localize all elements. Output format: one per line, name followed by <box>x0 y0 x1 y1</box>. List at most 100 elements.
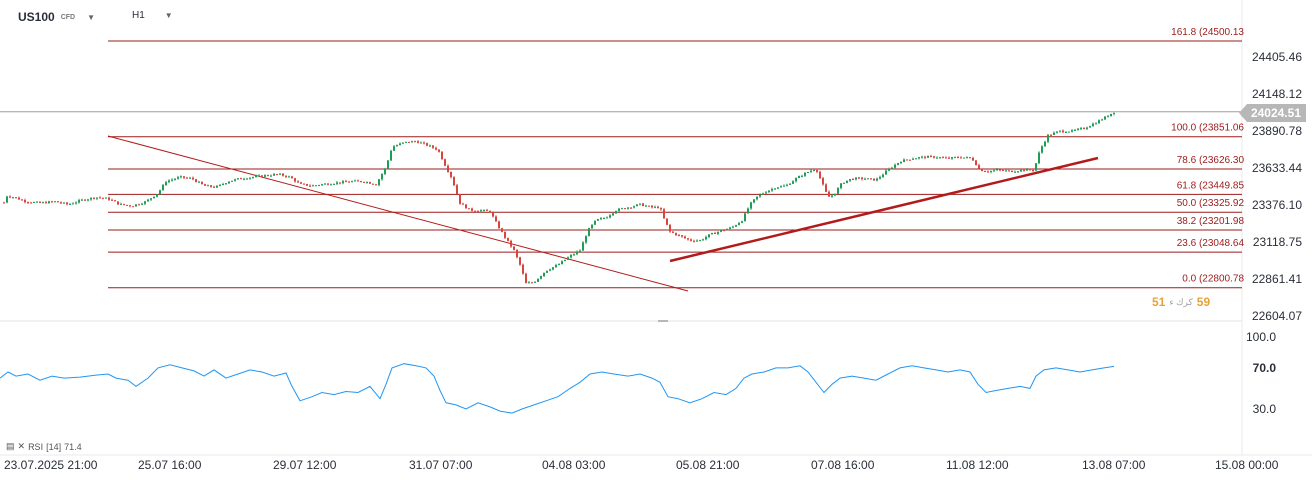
candle-body <box>546 270 548 273</box>
candle-body <box>306 184 308 186</box>
candle-body <box>444 159 446 166</box>
candle-body <box>1005 170 1007 172</box>
settings-icon[interactable]: ▤ <box>6 441 15 451</box>
candle-body <box>426 143 428 146</box>
candle-body <box>273 174 275 176</box>
candle-body <box>1029 169 1031 171</box>
candle-body <box>837 188 839 194</box>
x-axis-tick-label: 04.08 03:00 <box>542 458 606 472</box>
rsi-period: [14] <box>46 441 62 452</box>
instrument-type-label: CFD <box>60 13 76 21</box>
candle-body <box>651 205 653 208</box>
candle-body <box>33 202 35 204</box>
candle-body <box>162 184 164 191</box>
candle-body <box>168 180 170 183</box>
candle-body <box>930 156 932 158</box>
candle-body <box>636 204 638 207</box>
candle-body <box>387 160 389 169</box>
candle-body <box>711 232 713 235</box>
candle-body <box>114 200 116 202</box>
y-axis-tick-label: 22861.41 <box>1252 272 1302 286</box>
candle-body <box>807 172 809 174</box>
candle-body <box>483 209 485 211</box>
candle-body <box>870 178 872 180</box>
candle-body <box>951 157 953 159</box>
candle-body <box>417 141 419 143</box>
candle-body <box>366 182 368 184</box>
candle-body <box>420 142 422 144</box>
close-icon[interactable]: ✕ <box>17 441 26 451</box>
candle-body <box>756 196 758 200</box>
candle-body <box>654 206 656 208</box>
candle-body <box>522 264 524 274</box>
candle-body <box>678 235 680 237</box>
candle-body <box>879 176 881 179</box>
candle-body <box>99 197 101 199</box>
rsi-name: RSI <box>28 441 44 452</box>
candle-body <box>231 180 233 182</box>
candle-body <box>69 203 71 205</box>
y-axis-tick-label: 24405.46 <box>1252 50 1302 64</box>
fib-level-label: 61.8 (23449.85 <box>1177 180 1245 191</box>
candle-body <box>792 181 794 184</box>
candle-body <box>117 201 119 205</box>
y-axis-tick-label: 23890.78 <box>1252 124 1302 138</box>
candle-body <box>87 199 89 201</box>
candle-body <box>819 171 821 179</box>
x-axis-tick-label: 23.07.2025 21:00 <box>4 458 98 472</box>
candle-body <box>1041 146 1043 153</box>
candle-body <box>1113 112 1115 114</box>
candle-body <box>957 157 959 159</box>
candle-body <box>1038 152 1040 164</box>
candle-body <box>345 181 347 183</box>
candle-body <box>495 216 497 222</box>
candle-body <box>138 204 140 206</box>
candle-body <box>753 199 755 203</box>
candle-body <box>876 178 878 181</box>
candle-body <box>126 204 128 206</box>
timeframe-selector[interactable]: H1 ▼ <box>132 10 173 21</box>
candle-body <box>882 174 884 177</box>
candle-body <box>30 202 32 204</box>
candle-body <box>549 269 551 271</box>
candle-body <box>777 187 779 189</box>
candle-body <box>375 184 377 186</box>
candle-body <box>6 196 8 203</box>
candle-body <box>1065 132 1067 134</box>
candle-body <box>669 224 671 232</box>
candle-body <box>891 167 893 169</box>
candle-body <box>135 204 137 207</box>
fib-level-label: 78.6 (23626.30 <box>1177 155 1245 166</box>
candle-body <box>267 175 269 177</box>
candle-body <box>165 182 167 185</box>
candle-body <box>1044 141 1046 147</box>
candle-body <box>861 177 863 180</box>
candle-body <box>900 162 902 164</box>
candle-body <box>885 170 887 175</box>
candle-body <box>450 171 452 178</box>
candle-body <box>1032 169 1034 171</box>
candle-body <box>15 197 17 199</box>
candle-body <box>486 209 488 211</box>
candle-body <box>840 183 842 189</box>
candle-body <box>786 184 788 186</box>
symbol-selector[interactable]: US100 CFD ▼ <box>18 10 95 24</box>
candle-body <box>288 176 290 178</box>
candle-body <box>1104 116 1106 120</box>
chevron-down-icon: ▼ <box>87 12 96 22</box>
candle-body <box>396 145 398 147</box>
candle-body <box>384 168 386 175</box>
candle-body <box>852 179 854 181</box>
candle-body <box>333 183 335 185</box>
candle-body <box>474 210 476 212</box>
candle-body <box>393 146 395 151</box>
candle-body <box>648 205 650 207</box>
candle-body <box>528 282 530 284</box>
x-axis-tick-label: 13.08 07:00 <box>1082 458 1146 472</box>
candle-body <box>471 208 473 211</box>
candle-body <box>24 200 26 203</box>
candle-body <box>156 194 158 197</box>
candle-body <box>762 193 764 195</box>
candle-body <box>1074 129 1076 131</box>
